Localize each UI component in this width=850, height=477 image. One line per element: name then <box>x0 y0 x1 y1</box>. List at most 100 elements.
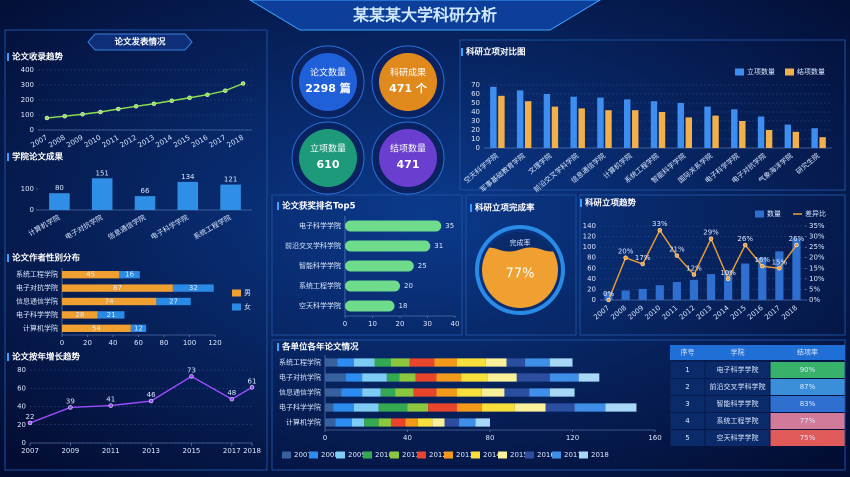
y-tick-label: 空天科学学院 <box>299 301 341 310</box>
data-label: 12% <box>686 265 702 273</box>
bar <box>481 388 505 397</box>
kpi-value: 471 个 <box>389 81 428 95</box>
y-tick-label: 30% <box>809 233 825 241</box>
title-marker <box>461 48 463 56</box>
table-header-cell <box>770 345 845 360</box>
bar <box>621 290 630 300</box>
bar <box>498 95 505 148</box>
table-cell-text: 77% <box>800 417 816 425</box>
chart-title: 论文按年增长趋势 <box>12 352 81 363</box>
section-title: 论文发表情况 <box>114 37 166 48</box>
bar <box>220 184 241 210</box>
point <box>708 236 714 241</box>
bar <box>506 358 526 367</box>
y-tick-label: 信息通信学院 <box>279 388 321 397</box>
bar <box>391 358 410 367</box>
bar <box>62 297 157 306</box>
title-marker <box>7 153 9 161</box>
table-cell-text: 2 <box>685 383 689 391</box>
bar <box>62 324 131 332</box>
data-label: 87 <box>113 284 122 292</box>
point <box>240 81 246 86</box>
legend-swatch <box>785 68 794 76</box>
bar <box>672 282 681 300</box>
point <box>606 297 611 303</box>
bar <box>62 271 120 279</box>
y-tick-label: 20 <box>471 126 480 134</box>
data-label: 29% <box>703 229 719 237</box>
y-tick-label: 140 <box>583 222 596 230</box>
table-cell-text: 83% <box>800 400 816 408</box>
rate-panel <box>465 194 577 336</box>
x-tick-label: 2013 <box>142 447 160 455</box>
x-tick-label: 2018 <box>243 447 261 455</box>
bar <box>459 418 476 427</box>
data-label: 27 <box>169 298 178 306</box>
data-label: 15% <box>772 258 788 266</box>
bar <box>345 373 363 382</box>
table-cell <box>705 379 770 395</box>
bar <box>819 137 826 148</box>
x-tick-label: 100 <box>183 339 196 347</box>
y-tick-label: 15% <box>809 264 825 272</box>
point <box>108 403 113 408</box>
bar <box>386 373 400 382</box>
table-header: 结项率 <box>797 348 818 357</box>
point <box>205 92 210 97</box>
data-label: 74 <box>105 298 114 306</box>
legend-label: 数量 <box>767 209 781 218</box>
bar <box>434 358 457 367</box>
kpi-label: 结项数量 <box>390 143 426 155</box>
y-tick-label: 60 <box>471 90 480 98</box>
bar <box>374 358 391 367</box>
bar <box>457 358 486 367</box>
table-cell <box>705 362 770 378</box>
table-cell <box>705 413 770 429</box>
bar <box>724 270 733 300</box>
y-tick-label: 100 <box>21 185 34 193</box>
title-marker <box>7 254 9 262</box>
title-marker <box>277 343 279 351</box>
y-tick-label: 400 <box>21 66 34 74</box>
x-tick-label: 60 <box>134 339 143 347</box>
bar <box>119 271 140 279</box>
y-tick-label: 35% <box>809 222 825 230</box>
bar <box>689 279 699 300</box>
bar <box>362 373 387 382</box>
legend-swatch <box>498 451 507 459</box>
legend-label: 男 <box>244 289 251 297</box>
data-label: 35 <box>445 222 454 230</box>
bar <box>731 109 738 148</box>
legend-label: 2008 <box>321 451 339 459</box>
y-tick-label: 计算机学院 <box>286 418 321 427</box>
y-tick-label: 计算机学院 <box>23 323 58 332</box>
legend-label: 2010 <box>375 451 393 459</box>
bar <box>475 418 490 427</box>
bar <box>428 403 457 412</box>
kpi-label: 论文数量 <box>310 67 346 79</box>
chart-title: 各单位各年论文情况 <box>281 342 359 353</box>
point <box>794 242 799 248</box>
data-label: 16 <box>125 271 134 279</box>
bar <box>461 373 488 382</box>
data-label: 80 <box>55 184 64 192</box>
legend-swatch <box>755 210 764 218</box>
point <box>777 266 782 271</box>
y-tick-label: 电子对抗学院 <box>16 283 58 292</box>
table-cell-text: 75% <box>800 434 816 442</box>
award-panel <box>271 194 463 336</box>
point <box>151 101 157 106</box>
bar <box>757 116 765 148</box>
bar <box>49 193 70 210</box>
x-tick-label: 2007 <box>21 447 39 455</box>
data-label: 10% <box>720 269 736 277</box>
table-cell-text: 5 <box>685 434 689 442</box>
table-cell-text: 智能科学学院 <box>717 399 759 408</box>
x-tick-label: 120 <box>208 339 221 347</box>
point <box>674 253 680 258</box>
y-tick-label: 电子对抗学院 <box>279 373 321 382</box>
y-tick-label: 300 <box>21 81 34 89</box>
data-label: 151 <box>96 169 109 177</box>
x-tick-label: 20 <box>83 339 92 347</box>
bar <box>490 86 497 148</box>
